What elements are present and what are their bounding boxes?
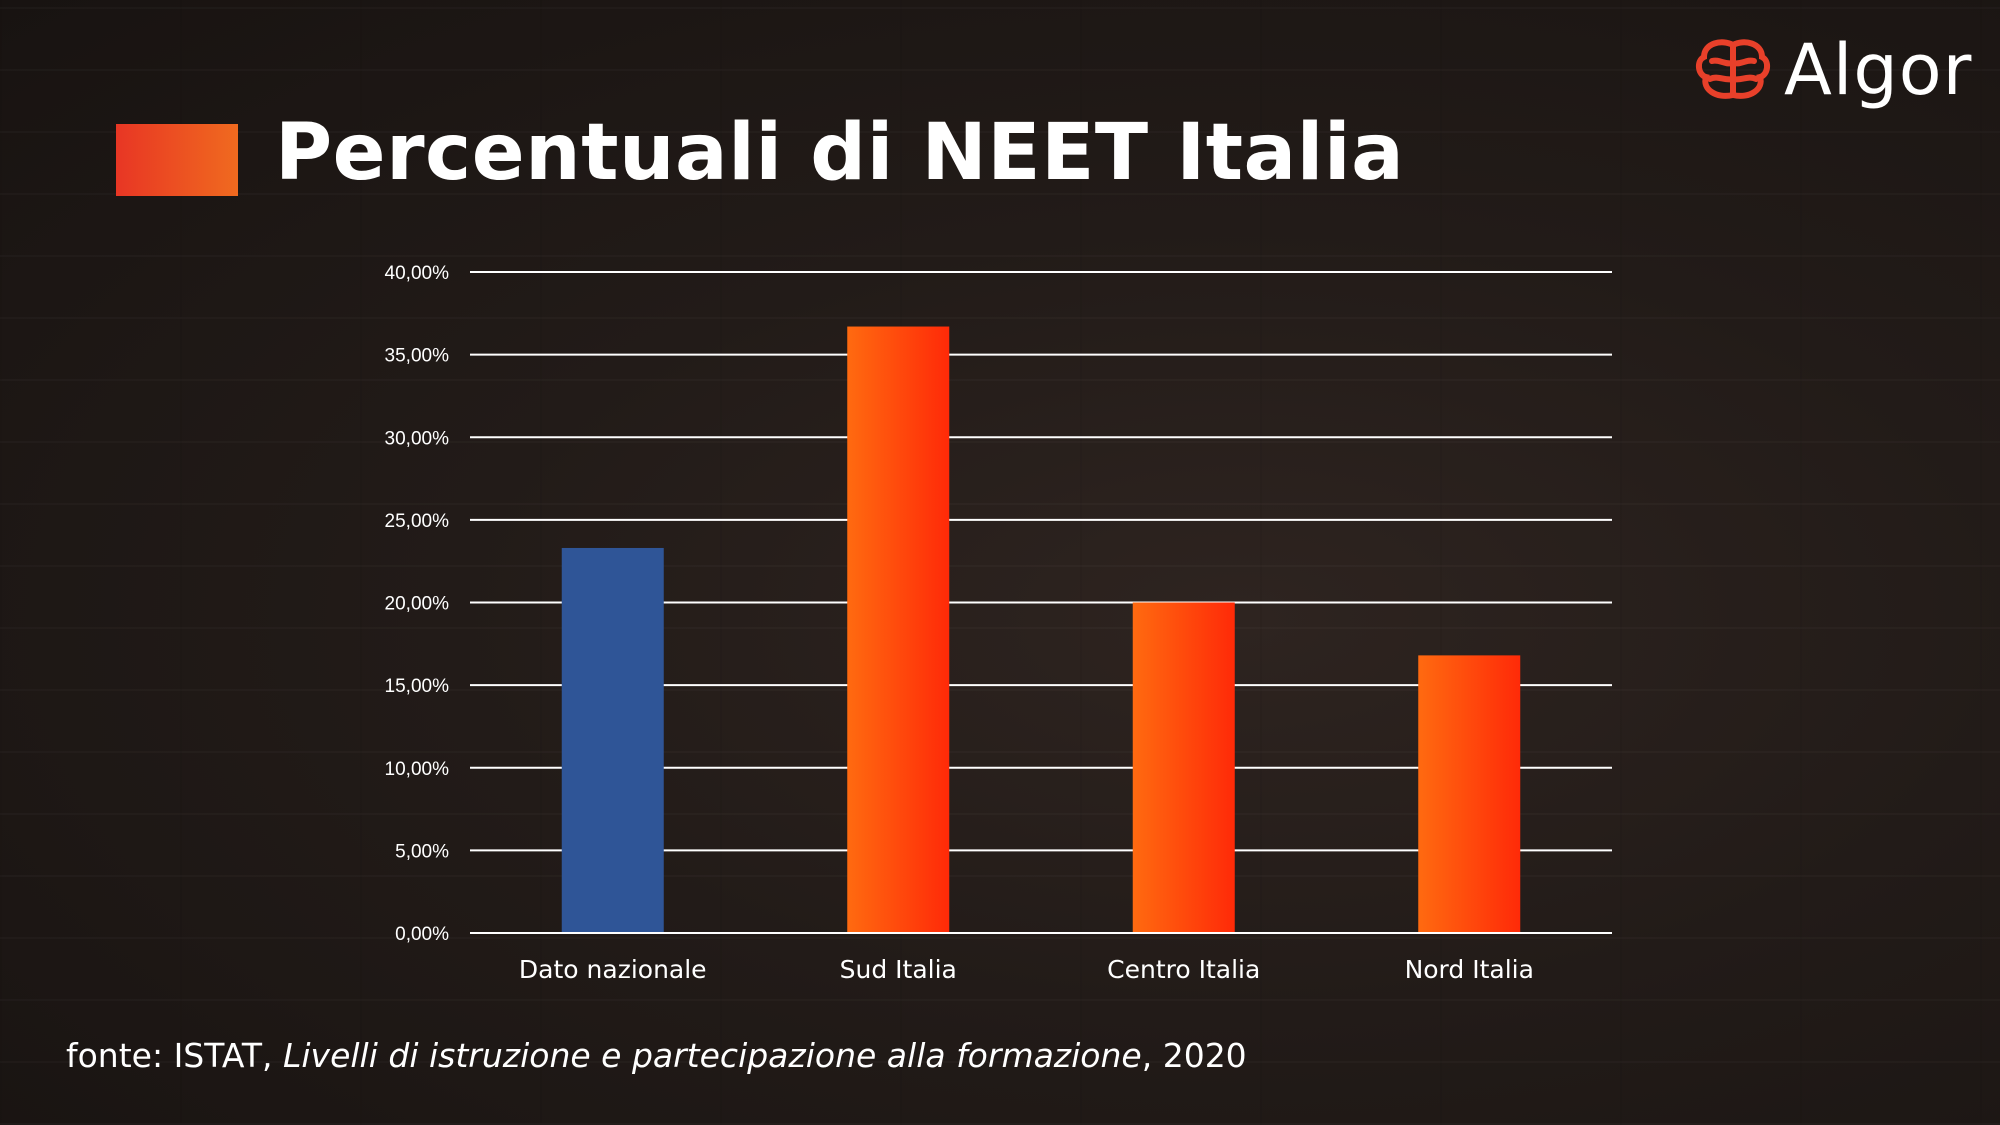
brand-name: Algor (1784, 29, 1973, 111)
y-axis-ticks: 0,00% 5,00% 10,00% 15,00% 20,00% 25,00% 30,00%… (385, 263, 450, 945)
y-tick-label: 5,00% (395, 841, 449, 862)
bar-dato-nazionale (561, 547, 664, 933)
y-tick-label: 30,00% (385, 428, 450, 449)
y-tick-label: 0,00% (395, 924, 449, 945)
source-prefix: fonte: ISTAT, (66, 1036, 283, 1075)
page-title: Percentuali di NEET Italia (275, 108, 1405, 198)
y-tick-label: 40,00% (385, 263, 450, 284)
y-tick-label: 20,00% (385, 594, 450, 615)
source-year: , 2020 (1141, 1036, 1247, 1075)
title-accent-bar (116, 124, 238, 196)
x-axis-labels: Dato nazionale Sud Italia Centro Italia Nor… (519, 955, 1534, 984)
bar-sud-italia (847, 326, 950, 934)
source-publication: Livelli di istruzione e partecipazione a… (283, 1036, 1142, 1075)
y-tick-label: 35,00% (385, 346, 450, 367)
brand-logo: Algor (1694, 29, 1973, 111)
chart-bars (470, 326, 1612, 934)
x-tick-label: Sud Italia (840, 955, 957, 984)
y-tick-label: 25,00% (385, 511, 450, 532)
x-tick-label: Centro Italia (1107, 955, 1260, 984)
brain-icon (1696, 39, 1770, 99)
y-tick-label: 10,00% (385, 759, 450, 780)
y-tick-label: 15,00% (385, 676, 450, 697)
x-tick-label: Dato nazionale (519, 955, 707, 984)
source-citation: fonte: ISTAT, Livelli di istruzione e pa… (66, 1036, 1247, 1075)
bar-centro-italia (1132, 602, 1235, 933)
x-tick-label: Nord Italia (1405, 955, 1534, 984)
bar-nord-italia (1418, 655, 1521, 933)
